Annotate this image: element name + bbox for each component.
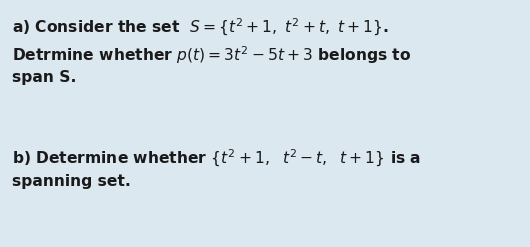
Text: b) Determine whether $\{t^2+1,\ \ t^2-t,\ \ t+1\}$ is a
spanning set.: b) Determine whether $\{t^2+1,\ \ t^2-t,… xyxy=(12,148,421,188)
Text: a) Consider the set  $S=\{t^2+1,\ t^2+t,\ t+1\}$.
Detrmine whether $p(t)=3t^2-5t: a) Consider the set $S=\{t^2+1,\ t^2+t,\… xyxy=(12,17,411,85)
